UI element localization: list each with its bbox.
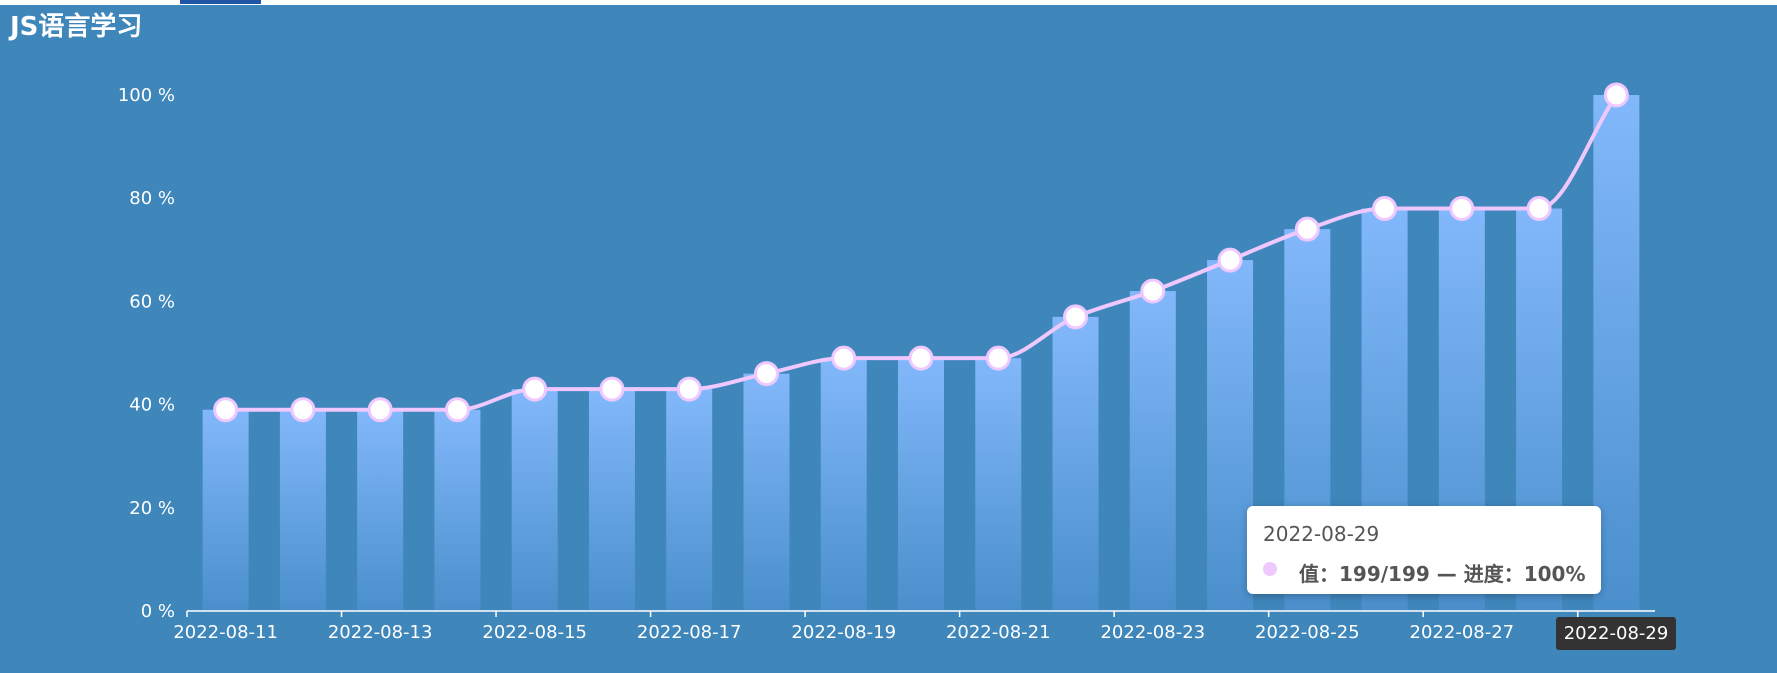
data-point-marker[interactable] (1063, 304, 1089, 330)
x-tick-label: 2022-08-21 (946, 622, 1051, 643)
bar[interactable] (1052, 316, 1099, 611)
y-tick-label: 60 % (129, 291, 175, 312)
y-axis: 0 % 20 % 40 % 60 % 80 % 100 % (118, 85, 175, 622)
x-axis: 2022-08-11 2022-08-13 2022-08-15 2022-08-17… (173, 622, 1515, 643)
tooltip-date: 2022-08-29 (1263, 522, 1380, 546)
data-point-marker[interactable] (676, 376, 702, 402)
data-point-marker[interactable] (831, 345, 857, 371)
x-tick-label: 2022-08-11 (173, 622, 278, 643)
data-point-marker[interactable] (599, 376, 625, 402)
data-point-marker[interactable] (522, 376, 548, 402)
markers (213, 82, 1629, 423)
bar[interactable] (279, 409, 326, 611)
x-tick-label: 2022-08-25 (1255, 622, 1360, 643)
bar[interactable] (1129, 291, 1176, 611)
bar[interactable] (1207, 260, 1254, 611)
data-point-marker[interactable] (367, 397, 393, 423)
y-tick-label: 80 % (129, 188, 175, 209)
x-tick-label: 2022-08-23 (1100, 622, 1205, 643)
data-point-marker[interactable] (1372, 196, 1398, 222)
axis-pointer-label: 2022-08-29 (1556, 617, 1676, 650)
x-tick-label: 2022-08-13 (328, 622, 433, 643)
tooltip-value: 值：199/199 — 进度：100% (1299, 562, 1586, 586)
y-tick-label: 100 % (118, 85, 175, 106)
data-point-marker[interactable] (290, 397, 316, 423)
bar[interactable] (975, 358, 1022, 611)
x-tick-marks (186, 611, 1579, 617)
x-tick-label: 2022-08-17 (637, 622, 742, 643)
tooltip: 2022-08-29 值：199/199 — 进度：100% (1247, 506, 1601, 594)
data-point-marker[interactable] (1294, 216, 1320, 242)
bar[interactable] (666, 389, 713, 611)
data-point-marker[interactable] (1140, 278, 1166, 304)
top-strip (0, 0, 1777, 5)
tooltip-series-dot (1263, 562, 1277, 576)
bar[interactable] (1593, 95, 1640, 611)
bar[interactable] (898, 358, 944, 611)
bar[interactable] (357, 409, 404, 611)
data-point-marker[interactable] (908, 345, 934, 371)
top-tab[interactable] (180, 0, 261, 4)
data-point-marker[interactable] (985, 345, 1011, 371)
bar[interactable] (202, 409, 249, 611)
y-tick-label: 0 % (141, 601, 175, 622)
y-tick-label: 40 % (129, 395, 175, 416)
bars (202, 95, 1640, 611)
x-tick-label: 2022-08-27 (1410, 622, 1515, 643)
bar[interactable] (820, 358, 867, 611)
data-point-marker[interactable] (1217, 247, 1243, 273)
bar[interactable] (434, 409, 481, 611)
x-tick-label: 2022-08-19 (791, 622, 896, 643)
y-tick-label: 20 % (129, 498, 175, 519)
data-point-marker[interactable] (444, 397, 470, 423)
data-point-marker[interactable] (1526, 196, 1552, 222)
data-point-marker[interactable] (1449, 196, 1475, 222)
bar[interactable] (588, 389, 635, 611)
data-point-marker[interactable] (213, 397, 239, 423)
bar[interactable] (511, 389, 558, 611)
data-point-marker[interactable] (753, 361, 779, 387)
x-tick-label: 2022-08-15 (482, 622, 587, 643)
bar[interactable] (743, 373, 790, 611)
data-point-marker[interactable] (1603, 82, 1629, 108)
chart-title: JS语言学习 (10, 12, 143, 42)
